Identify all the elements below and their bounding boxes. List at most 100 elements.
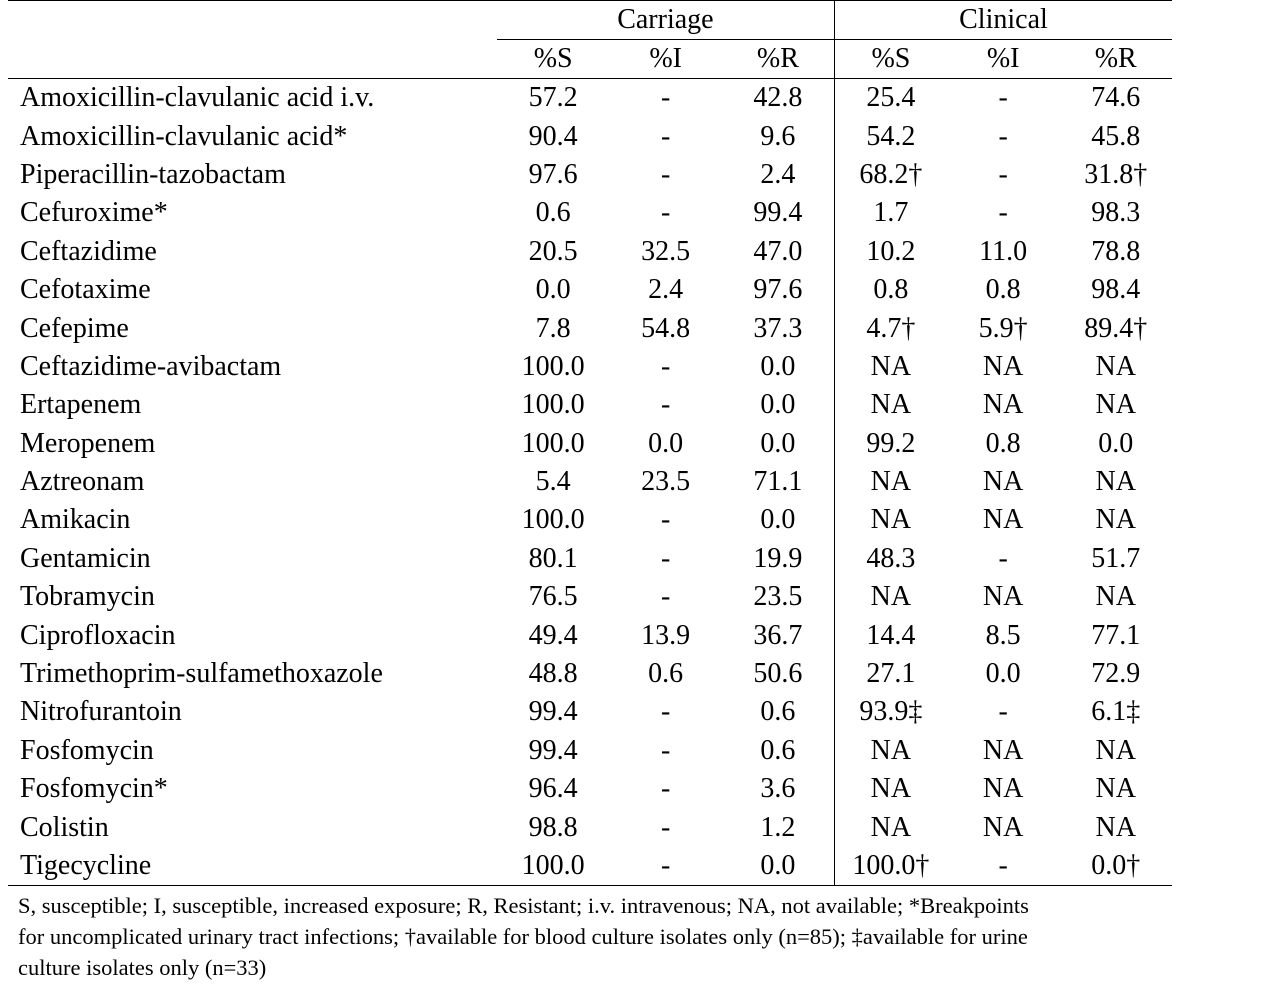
value-cell-clinical-r: NA xyxy=(1095,504,1136,536)
drug-name-cell: Aztreonam xyxy=(20,466,145,498)
drug-name-cell: Meropenem xyxy=(20,427,156,459)
value-cell-clinical-s: NA xyxy=(833,578,947,617)
value-cell-clinical-r: 98.4 xyxy=(1091,274,1141,306)
value-cell-clinical-i: - xyxy=(998,158,1008,190)
table-row: Nitrofurantoin 99.4 - 0.6 93.9‡ - 6.1‡ xyxy=(8,693,1172,732)
value-cell-carriage-r: 0.6 xyxy=(760,696,796,728)
value-cell-clinical-i: 5.9† xyxy=(978,312,1028,344)
value-cell-clinical-r: 0.0† xyxy=(1059,846,1172,887)
value-cell-carriage-r: 0.0 xyxy=(721,846,835,887)
drug-name-cell: Gentamicin xyxy=(20,542,151,574)
drug-name-cell: Tobramycin xyxy=(20,581,155,613)
value-cell-carriage-r: 0.0 xyxy=(760,350,796,382)
value-cell-carriage-i: 13.9 xyxy=(641,619,691,651)
susceptibility-table: Carriage Clinical %S %I %R %S %I %R Amox… xyxy=(8,0,1172,887)
value-cell-clinical-s: 68.2† xyxy=(833,155,947,195)
value-cell-clinical-i: 0.0 xyxy=(985,658,1021,690)
value-cell-carriage-i: - xyxy=(660,158,671,190)
value-cell-carriage-s: 100.0 xyxy=(521,389,585,421)
value-cell-carriage-i: - xyxy=(660,389,671,421)
value-cell-carriage-s: 99.4 xyxy=(528,734,578,766)
value-cell-carriage-i: - xyxy=(660,542,671,574)
table-row: Cefepime 7.8 54.8 37.3 4.7† 5.9† 89.4† xyxy=(8,309,1172,348)
value-cell-clinical-i: - xyxy=(998,542,1008,574)
value-cell-carriage-r: 42.8 xyxy=(753,82,803,114)
value-cell-clinical-i: 8.5 xyxy=(985,619,1021,651)
value-cell-carriage-r: 2.4 xyxy=(760,158,796,190)
drug-name-cell: Ciprofloxacin xyxy=(20,619,176,651)
table-row: Piperacillin-tazobactam 97.6 - 2.4 68.2† - 31.… xyxy=(8,155,1172,195)
drug-name-cell: Ertapenem xyxy=(20,389,142,421)
value-cell-carriage-r: 36.7 xyxy=(753,619,803,651)
value-cell-carriage-s: 20.5 xyxy=(528,235,578,267)
table-row: Amoxicillin-clavulanic acid* 90.4 - 9.6 54.2… xyxy=(8,117,1172,156)
value-cell-clinical-s: 54.2 xyxy=(833,117,947,156)
table-row: Aztreonam 5.4 23.5 71.1 NA NA NA xyxy=(8,462,1172,502)
value-cell-carriage-s: 96.4 xyxy=(528,773,578,805)
value-cell-clinical-i: - xyxy=(998,120,1008,152)
value-cell-clinical-r: 74.6 xyxy=(1091,82,1141,114)
drug-name-cell: Trimethoprim-sulfamethoxazole xyxy=(20,658,383,690)
drug-name-cell: Colistin xyxy=(20,811,109,843)
value-cell-carriage-s: 99.4 xyxy=(528,696,578,728)
value-cell-carriage-s: 100.0 xyxy=(496,846,610,887)
table-row: Gentamicin 80.1 - 19.9 48.3 - 51.7 xyxy=(8,539,1172,579)
value-cell-clinical-s: 10.2 xyxy=(833,232,947,271)
value-cell-carriage-s: 80.1 xyxy=(528,542,578,574)
value-cell-clinical-s: 48.3 xyxy=(833,539,947,579)
value-cell-carriage-i: - xyxy=(660,696,671,728)
value-cell-clinical-r: 98.3 xyxy=(1091,197,1141,229)
susceptibility-table-container: Carriage Clinical %S %I %R %S %I %R Amox… xyxy=(8,0,1272,887)
footnote-line-2: for uncomplicated urinary tract infectio… xyxy=(18,924,1028,949)
value-cell-clinical-i: 0.8 xyxy=(985,274,1021,306)
value-cell-clinical-r: 72.9 xyxy=(1091,658,1141,690)
footnote-line-3: culture isolates only (n=33) xyxy=(18,955,267,980)
value-cell-clinical-r: NA xyxy=(1095,773,1136,805)
value-cell-carriage-s: 100.0 xyxy=(521,350,585,382)
drug-name-cell: Fosfomycin* xyxy=(20,773,168,805)
table-row: Trimethoprim-sulfamethoxazole 48.8 0.6 50.6… xyxy=(8,654,1172,694)
value-cell-carriage-i: 32.5 xyxy=(641,235,691,267)
value-cell-clinical-s: NA xyxy=(833,501,947,540)
group-header-carriage: Carriage xyxy=(496,0,835,40)
drug-name-cell: Ceftazidime-avibactam xyxy=(20,350,282,382)
table-row: Ceftazidime 20.5 32.5 47.0 10.2 11.0 78.8 xyxy=(8,232,1172,271)
value-cell-carriage-i: - xyxy=(660,82,671,114)
value-cell-carriage-r: 0.0 xyxy=(760,427,796,459)
value-cell-carriage-i: - xyxy=(660,734,671,766)
value-cell-clinical-s: 0.8 xyxy=(833,270,947,310)
value-cell-carriage-s: 100.0 xyxy=(521,504,585,536)
value-cell-clinical-i: NA xyxy=(982,504,1024,536)
table-row: Cefuroxime* 0.6 - 99.4 1.7 - 98.3 xyxy=(8,194,1172,233)
value-cell-carriage-s: 90.4 xyxy=(528,120,578,152)
subheader-carriage-r: %R xyxy=(721,39,835,79)
table-row: Amoxicillin-clavulanic acid i.v. 57.2 - 42.… xyxy=(8,78,1172,118)
value-cell-carriage-r: 23.5 xyxy=(753,581,803,613)
value-cell-carriage-i: 0.0 xyxy=(648,427,684,459)
value-cell-clinical-s: 99.2 xyxy=(833,424,947,463)
value-cell-clinical-s: 14.4 xyxy=(833,616,947,655)
value-cell-carriage-s: 48.8 xyxy=(528,658,578,690)
value-cell-carriage-s: 97.6 xyxy=(528,158,578,190)
value-cell-carriage-s: 76.5 xyxy=(528,581,578,613)
value-cell-clinical-s: 27.1 xyxy=(833,654,947,694)
value-cell-carriage-i: - xyxy=(660,811,671,843)
value-cell-clinical-r: 89.4† xyxy=(1084,312,1148,344)
value-cell-carriage-s: 5.4 xyxy=(535,466,571,498)
table-row: Cefotaxime 0.0 2.4 97.6 0.8 0.8 98.4 xyxy=(8,270,1172,310)
empty-subheader-cell xyxy=(8,39,497,79)
value-cell-clinical-i: - xyxy=(998,82,1008,114)
value-cell-carriage-i: 23.5 xyxy=(641,466,691,498)
drug-name-cell: Cefuroxime* xyxy=(20,197,168,229)
value-cell-clinical-r: 0.0 xyxy=(1098,427,1134,459)
value-cell-carriage-r: 9.6 xyxy=(760,120,796,152)
value-cell-carriage-s: 0.6 xyxy=(535,197,571,229)
value-cell-clinical-s: NA xyxy=(833,731,947,771)
value-cell-clinical-s: NA xyxy=(833,462,947,502)
value-cell-clinical-s: NA xyxy=(833,386,947,425)
value-cell-carriage-r: 3.6 xyxy=(760,773,796,805)
value-cell-clinical-r: 31.8† xyxy=(1084,158,1148,190)
table-body: Amoxicillin-clavulanic acid i.v. 57.2 - 42.… xyxy=(8,78,1172,887)
value-cell-carriage-s: 7.8 xyxy=(535,312,571,344)
value-cell-clinical-r: 6.1‡ xyxy=(1091,696,1141,728)
